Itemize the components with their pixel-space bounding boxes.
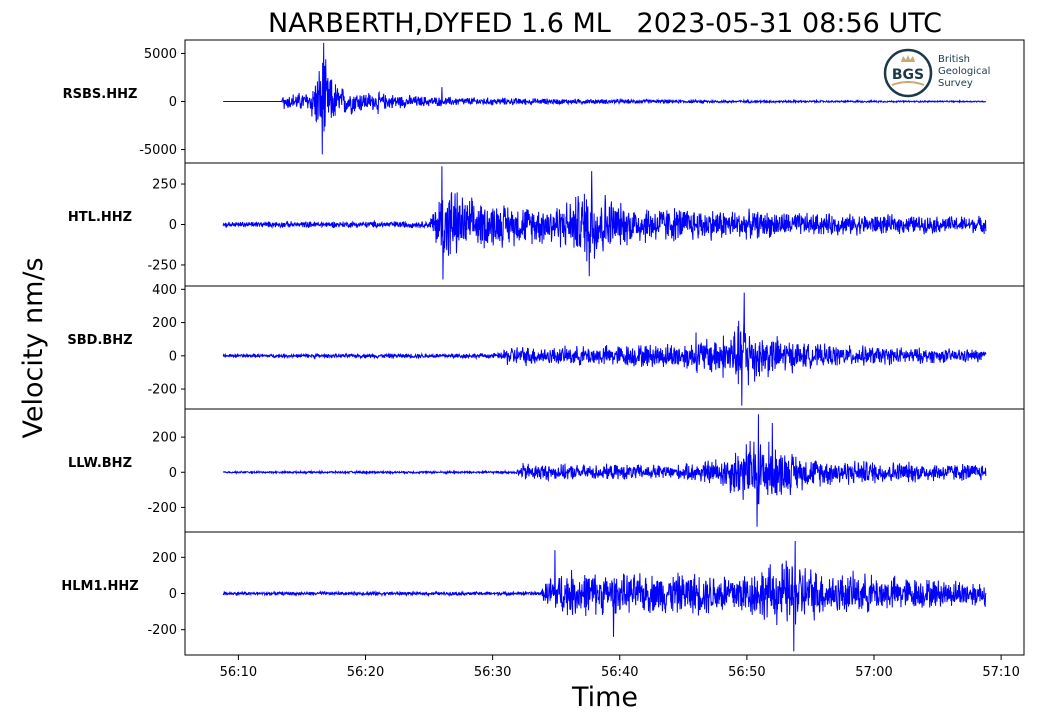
x-axis: 56:10 56:20 56:30 56:40 56:50 57:00 57:10 bbox=[220, 655, 1020, 680]
panel-llw-bhz: 200 0 -200 LLW.BHZ bbox=[68, 408, 1025, 533]
waveform-trace bbox=[223, 42, 987, 155]
bgs-logo-line-3: Survey bbox=[938, 78, 973, 89]
station-label: LLW.BHZ bbox=[68, 456, 132, 471]
bgs-logo-wave bbox=[891, 81, 925, 86]
y-tick-label: -200 bbox=[147, 383, 177, 398]
x-tick-label: 56:30 bbox=[474, 665, 511, 680]
x-tick-label: 56:20 bbox=[347, 665, 384, 680]
panel-rsbs-hhz: 5000 0 -5000 RSBS.HHZ bbox=[63, 39, 1025, 164]
chart-title: NARBERTH,DYFED 1.6 ML 2023-05-31 08:56 U… bbox=[268, 8, 942, 39]
panel-sbd-bhz: 400 200 0 -200 SBD.BHZ bbox=[67, 283, 1025, 410]
panel-htl-hhz: 250 0 -250 HTL.HHZ bbox=[68, 162, 1025, 287]
bgs-logo-line-1: British bbox=[938, 54, 970, 65]
y-tick-label: 0 bbox=[169, 349, 177, 364]
panels-group: 5000 0 -5000 RSBS.HHZ 250 0 -250 HTL.HHZ 400 200 0… bbox=[61, 39, 1025, 656]
panel-hlm1-hhz: 200 0 -200 HLM1.HHZ bbox=[61, 531, 1025, 656]
x-tick-label: 57:10 bbox=[982, 665, 1019, 680]
y-tick-label: 0 bbox=[169, 466, 177, 481]
y-tick-label: 250 bbox=[152, 178, 177, 193]
y-tick-label: 200 bbox=[152, 431, 177, 446]
y-tick-label: -250 bbox=[147, 258, 177, 273]
y-tick-label: 0 bbox=[169, 587, 177, 602]
bgs-logo-mark: BGS bbox=[892, 67, 924, 83]
bgs-logo-crown bbox=[901, 55, 915, 62]
x-tick-label: 56:50 bbox=[728, 665, 765, 680]
station-label: HTL.HHZ bbox=[68, 210, 132, 225]
y-tick-label: 200 bbox=[152, 316, 177, 331]
station-label: SBD.BHZ bbox=[67, 333, 132, 348]
panel-frame bbox=[184, 285, 1025, 410]
y-tick-label: 200 bbox=[152, 551, 177, 566]
bgs-logo: BGS British Geological Survey bbox=[883, 48, 990, 98]
y-tick-label: 5000 bbox=[144, 47, 177, 62]
y-tick-label: 400 bbox=[152, 283, 177, 298]
waveform-trace bbox=[222, 166, 987, 280]
station-label: HLM1.HHZ bbox=[61, 579, 138, 594]
station-label: RSBS.HHZ bbox=[63, 87, 138, 102]
x-tick-label: 56:40 bbox=[601, 665, 638, 680]
y-axis-label: Velocity nm/s bbox=[18, 257, 49, 438]
waveform-trace bbox=[222, 414, 987, 527]
x-tick-label: 57:00 bbox=[855, 665, 892, 680]
x-axis-label: Time bbox=[571, 682, 638, 713]
waveform-trace bbox=[222, 292, 987, 406]
y-tick-label: 0 bbox=[169, 95, 177, 110]
bgs-logo-line-2: Geological bbox=[938, 66, 990, 77]
y-tick-label: -200 bbox=[147, 501, 177, 516]
y-tick-label: -200 bbox=[147, 623, 177, 638]
x-tick-label: 56:10 bbox=[220, 665, 257, 680]
y-tick-label: -5000 bbox=[139, 143, 177, 158]
waveform-trace bbox=[222, 541, 987, 652]
y-tick-label: 0 bbox=[169, 218, 177, 233]
